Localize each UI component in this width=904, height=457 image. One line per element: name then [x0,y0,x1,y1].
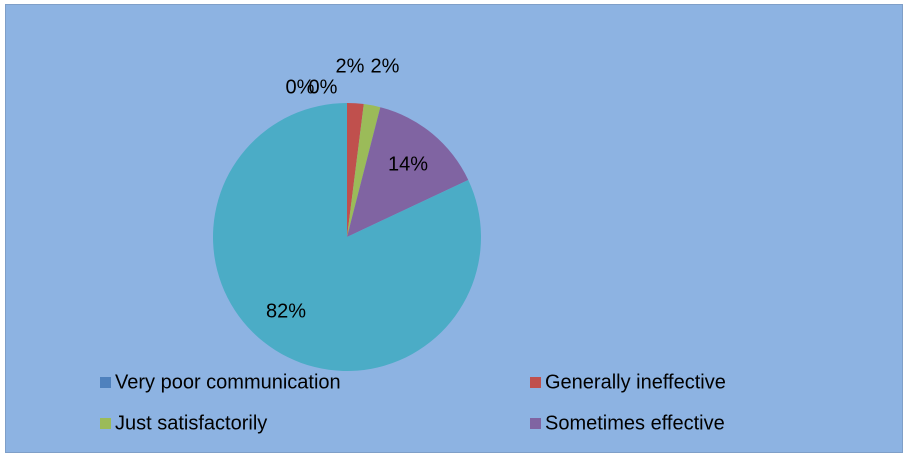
data-label: 0% [309,76,338,98]
legend-swatch [530,418,541,429]
pie-slice [213,103,481,372]
legend-label: Sometimes effective [545,412,725,434]
pie-slice [347,107,469,237]
legend-swatch [530,377,541,388]
legend-swatch [100,418,111,429]
data-label: 2% [371,55,400,77]
pie-slice [347,104,381,237]
data-label: 2% [336,55,365,77]
data-label: 14% [388,153,428,175]
legend-swatch [100,377,111,388]
legend-label: Very poor communication [115,371,341,393]
pie-slice [347,103,364,237]
data-label: 0% [286,76,315,98]
data-label: 82% [266,300,306,322]
legend-label: Just satisfactorily [115,412,267,434]
legend-label: Generally ineffective [545,371,726,393]
